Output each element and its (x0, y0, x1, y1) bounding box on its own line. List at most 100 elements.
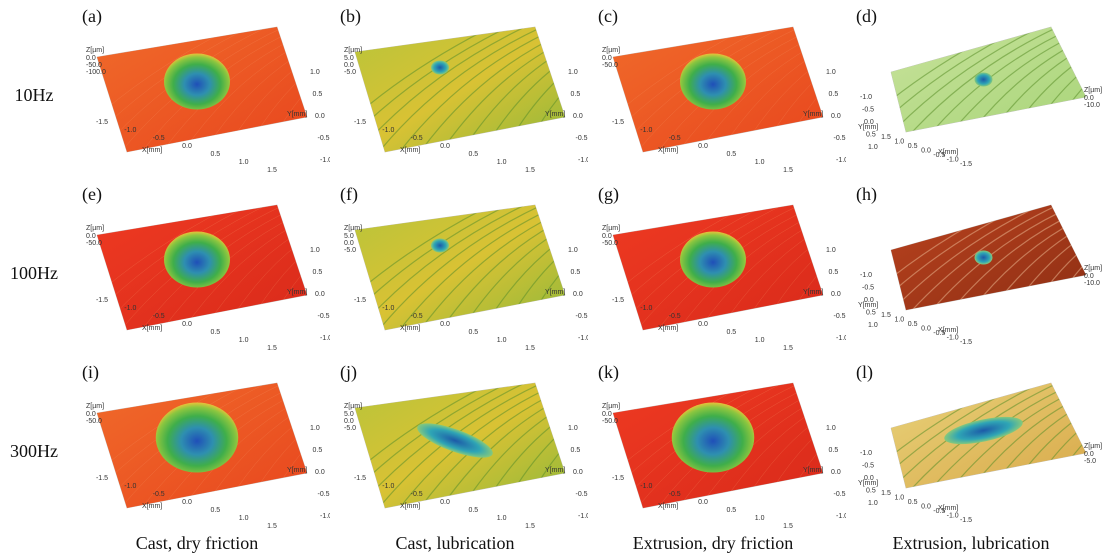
row-label: 100Hz (10, 263, 58, 283)
y-tick-label: 0.5 (571, 91, 581, 98)
x-tick-label: 1.5 (881, 312, 891, 319)
x-tick-label: -1.5 (612, 475, 624, 482)
y-tick-label: 0.0 (315, 469, 325, 476)
page: {"rows": ["10Hz", "100Hz", "300Hz"], "co… (0, 0, 1102, 558)
x-tick-label: 0.0 (921, 503, 931, 510)
y-tick-label: 0.5 (866, 487, 876, 494)
y-tick-label: -1.0 (860, 94, 872, 101)
x-tick-label: 1.5 (783, 167, 793, 174)
x-tick-label: -1.0 (382, 127, 394, 134)
x-tick-label: -0.5 (411, 313, 423, 320)
panel-label: (i) (82, 362, 99, 383)
y-tick-label: -0.5 (576, 135, 588, 142)
z-tick-label: -50.0 (86, 240, 102, 247)
wear-scar (975, 251, 993, 265)
y-tick-label: -0.5 (834, 313, 846, 320)
y-tick-label: -0.5 (318, 135, 330, 142)
x-tick-label: -1.5 (96, 119, 108, 126)
y-tick-label: 0.0 (573, 469, 583, 476)
z-axis-label: Z[µm] (1084, 87, 1102, 94)
x-tick-label: 0.5 (210, 151, 220, 158)
y-tick-label: 0.0 (315, 113, 325, 120)
y-tick-label: 1.0 (310, 247, 320, 254)
x-axis-label: X[mm] (400, 147, 420, 154)
y-tick-label: 1.0 (568, 69, 578, 76)
y-tick-label: 1.0 (568, 247, 578, 254)
x-tick-label: -1.5 (960, 161, 972, 168)
panel-label: (c) (598, 6, 618, 27)
y-tick-label: 1.0 (868, 144, 878, 151)
x-axis-label: X[mm] (142, 325, 162, 332)
x-tick-label: 1.0 (755, 159, 765, 166)
column-label: Cast, dry friction (136, 533, 258, 553)
panel-label: (h) (856, 184, 877, 205)
x-tick-label: 1.0 (497, 515, 507, 522)
column-label: Extrusion, lubrication (893, 533, 1050, 553)
x-tick-label: 1.0 (497, 159, 507, 166)
x-tick-label: 0.0 (698, 499, 708, 506)
x-tick-label: -1.5 (960, 339, 972, 346)
x-tick-label: -1.0 (640, 127, 652, 134)
row-label: 10Hz (15, 85, 54, 105)
panel-label: (g) (598, 184, 619, 205)
row-label: 300Hz (10, 441, 58, 461)
z-tick-label: 0.0 (602, 233, 612, 240)
z-tick-label: -5.0 (344, 247, 356, 254)
wear-scar (431, 61, 449, 75)
x-tick-label: 1.5 (525, 523, 535, 530)
x-tick-label: -1.5 (354, 475, 366, 482)
z-tick-label: -100.0 (86, 69, 106, 76)
x-tick-label: 1.5 (267, 523, 277, 530)
y-tick-label: 0.0 (831, 113, 841, 120)
x-tick-label: 0.0 (921, 325, 931, 332)
y-axis-label: Y[mm] (545, 467, 565, 474)
x-tick-label: -1.0 (947, 156, 959, 163)
x-tick-label: 0.5 (726, 507, 736, 514)
wear-crater (164, 232, 230, 288)
z-tick-label: -5.0 (344, 425, 356, 432)
x-axis-label: X[mm] (938, 327, 958, 334)
z-tick-label: -50.0 (602, 240, 618, 247)
wear-crater (680, 54, 746, 110)
panel-label: (a) (82, 6, 102, 27)
y-axis-label: Y[mm] (858, 302, 878, 309)
y-tick-label: -0.5 (318, 313, 330, 320)
x-tick-label: 1.5 (783, 345, 793, 352)
x-tick-label: 0.0 (182, 499, 192, 506)
z-tick-label: -50.0 (86, 62, 102, 69)
x-tick-label: -1.0 (640, 483, 652, 490)
y-tick-label: 0.0 (831, 291, 841, 298)
x-tick-label: -1.5 (612, 119, 624, 126)
z-tick-label: 0.0 (1084, 273, 1094, 280)
x-tick-label: 0.0 (440, 143, 450, 150)
x-tick-label: -1.5 (960, 517, 972, 524)
x-tick-label: 1.5 (881, 134, 891, 141)
y-tick-label: -0.5 (862, 106, 874, 113)
x-tick-label: 1.0 (894, 316, 904, 323)
x-tick-label: -1.5 (354, 297, 366, 304)
y-tick-label: 0.5 (829, 269, 839, 276)
x-tick-label: 1.5 (267, 167, 277, 174)
y-tick-label: 1.0 (868, 500, 878, 507)
x-tick-label: 0.5 (908, 499, 918, 506)
column-label: Extrusion, dry friction (633, 533, 793, 553)
wear-scar (975, 73, 993, 87)
x-axis-label: X[mm] (142, 147, 162, 154)
wear-scar (431, 239, 449, 253)
y-tick-label: 0.0 (315, 291, 325, 298)
z-tick-label: 5.0 (344, 55, 354, 62)
y-tick-label: -0.5 (834, 491, 846, 498)
panel-label: (b) (340, 6, 361, 27)
z-tick-label: 5.0 (344, 411, 354, 418)
y-tick-label: 1.0 (826, 425, 836, 432)
x-tick-label: 1.5 (267, 345, 277, 352)
y-tick-label: 1.0 (310, 69, 320, 76)
x-tick-label: 1.0 (755, 337, 765, 344)
y-axis-label: Y[mm] (803, 467, 823, 474)
wear-crater (164, 54, 230, 110)
z-tick-label: 0.0 (1084, 95, 1094, 102)
y-tick-label: -1.0 (860, 272, 872, 279)
z-tick-label: 0.0 (602, 411, 612, 418)
y-axis-label: Y[mm] (545, 289, 565, 296)
z-tick-label: 0.0 (86, 233, 96, 240)
